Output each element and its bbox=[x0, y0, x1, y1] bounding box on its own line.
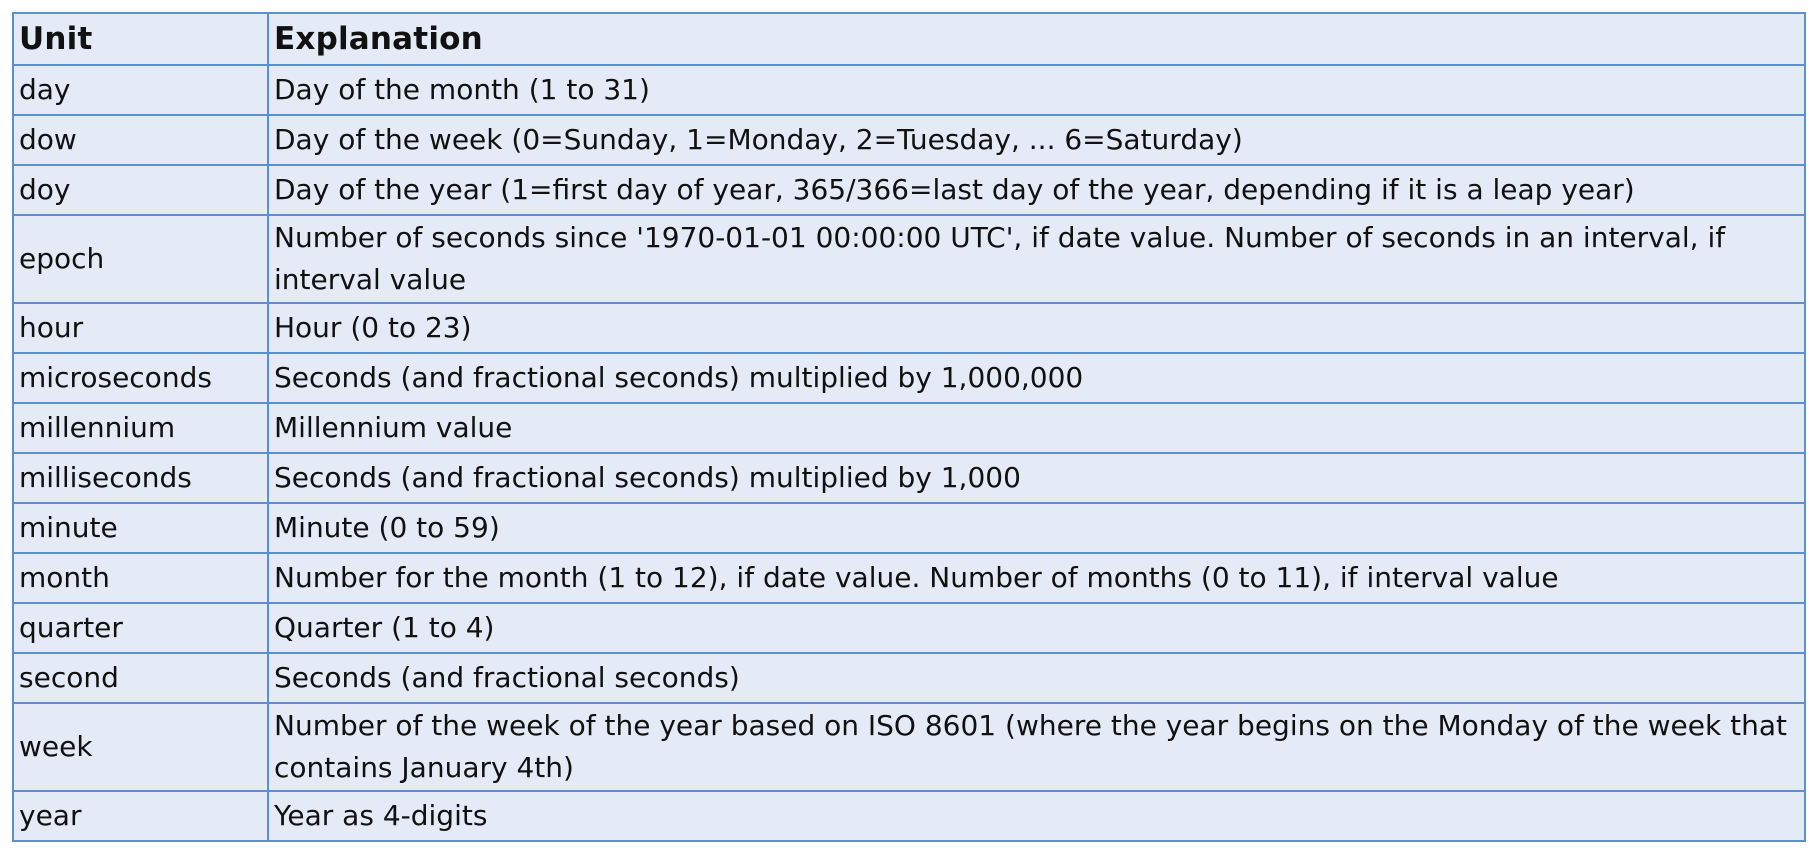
explanation-cell: Minute (0 to 59) bbox=[267, 502, 1806, 554]
table-row: year Year as 4-digits bbox=[12, 790, 1806, 842]
table-row: milliseconds Seconds (and fractional sec… bbox=[12, 452, 1806, 504]
table-row: millennium Millennium value bbox=[12, 402, 1806, 454]
unit-cell: minute bbox=[12, 502, 269, 554]
table-row: quarter Quarter (1 to 4) bbox=[12, 602, 1806, 654]
table-row: hour Hour (0 to 23) bbox=[12, 302, 1806, 354]
explanation-cell: Day of the year (1=first day of year, 36… bbox=[267, 164, 1806, 216]
unit-cell: day bbox=[12, 64, 269, 116]
explanation-cell: Year as 4-digits bbox=[267, 790, 1806, 842]
table-row: week Number of the week of the year base… bbox=[12, 702, 1806, 792]
unit-cell: dow bbox=[12, 114, 269, 166]
unit-cell: week bbox=[12, 702, 269, 792]
explanation-cell: Millennium value bbox=[267, 402, 1806, 454]
unit-cell: epoch bbox=[12, 214, 269, 304]
explanation-cell: Quarter (1 to 4) bbox=[267, 602, 1806, 654]
table-row: minute Minute (0 to 59) bbox=[12, 502, 1806, 554]
unit-cell: month bbox=[12, 552, 269, 604]
unit-cell: microseconds bbox=[12, 352, 269, 404]
explanation-cell: Seconds (and fractional seconds) multipl… bbox=[267, 352, 1806, 404]
explanation-header: Explanation bbox=[267, 12, 1806, 66]
table-row: microseconds Seconds (and fractional sec… bbox=[12, 352, 1806, 404]
unit-cell: millennium bbox=[12, 402, 269, 454]
explanation-cell: Number for the month (1 to 12), if date … bbox=[267, 552, 1806, 604]
units-table: Unit Explanation day Day of the month (1… bbox=[12, 12, 1806, 842]
table-row: dow Day of the week (0=Sunday, 1=Monday,… bbox=[12, 114, 1806, 166]
unit-header: Unit bbox=[12, 12, 269, 66]
unit-cell: milliseconds bbox=[12, 452, 269, 504]
unit-cell: second bbox=[12, 652, 269, 704]
header-row: Unit Explanation bbox=[12, 12, 1806, 66]
table-row: month Number for the month (1 to 12), if… bbox=[12, 552, 1806, 604]
explanation-cell: Number of the week of the year based on … bbox=[267, 702, 1806, 792]
explanation-cell: Hour (0 to 23) bbox=[267, 302, 1806, 354]
explanation-cell: Day of the month (1 to 31) bbox=[267, 64, 1806, 116]
table-row: second Seconds (and fractional seconds) bbox=[12, 652, 1806, 704]
explanation-cell: Day of the week (0=Sunday, 1=Monday, 2=T… bbox=[267, 114, 1806, 166]
table-row: doy Day of the year (1=first day of year… bbox=[12, 164, 1806, 216]
unit-cell: quarter bbox=[12, 602, 269, 654]
explanation-cell: Number of seconds since '1970-01-01 00:0… bbox=[267, 214, 1806, 304]
table-row: day Day of the month (1 to 31) bbox=[12, 64, 1806, 116]
explanation-cell: Seconds (and fractional seconds) multipl… bbox=[267, 452, 1806, 504]
table-row: epoch Number of seconds since '1970-01-0… bbox=[12, 214, 1806, 304]
explanation-cell: Seconds (and fractional seconds) bbox=[267, 652, 1806, 704]
unit-cell: doy bbox=[12, 164, 269, 216]
unit-cell: hour bbox=[12, 302, 269, 354]
unit-cell: year bbox=[12, 790, 269, 842]
